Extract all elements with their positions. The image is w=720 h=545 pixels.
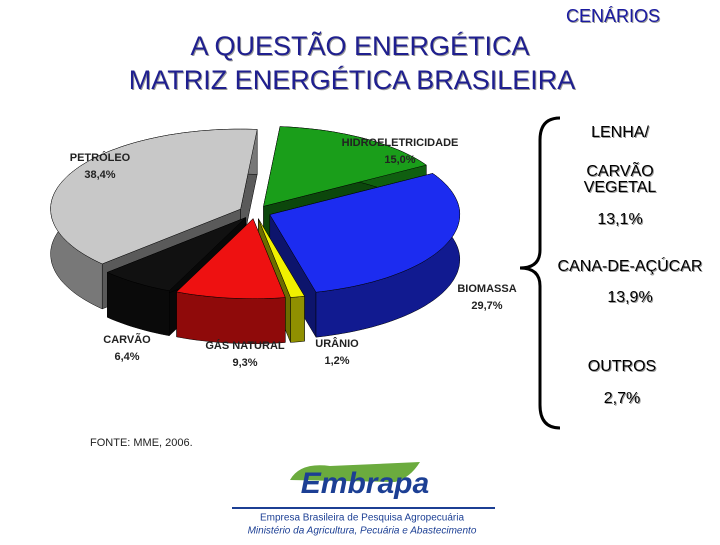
section-label: CENÁRIOS xyxy=(566,6,660,26)
slice-value-label: 29,7% xyxy=(471,300,502,312)
slice-label: URÂNIO xyxy=(315,337,359,350)
slice xyxy=(263,126,427,207)
source: FONTE: MME, 2006. xyxy=(90,437,193,449)
subtitle: MATRIZ ENERGÉTICA BRASILEIRA xyxy=(129,65,576,95)
logo: Embrapa xyxy=(301,467,429,500)
pie-chart xyxy=(50,126,461,344)
breakdown-name: LENHA/ xyxy=(591,124,649,141)
slice-value-label: 15,0% xyxy=(384,154,415,166)
slice-label: PETRÓLEO xyxy=(70,151,131,164)
brace xyxy=(519,116,561,430)
footer-line: Empresa Brasileira de Pesquisa Agropecuá… xyxy=(260,513,464,524)
logo-shape xyxy=(290,462,420,482)
breakdown-name: VEGETAL xyxy=(584,179,657,196)
footer-line: Ministério da Agricultura, Pecuária e Ab… xyxy=(248,526,477,537)
breakdown-name: CARVÃO xyxy=(586,160,653,180)
slice xyxy=(50,128,258,265)
title: A QUESTÃO ENERGÉTICA xyxy=(190,30,529,61)
slice-wall xyxy=(290,295,305,343)
breakdown-name: CANA-DE-AÇÚCAR xyxy=(558,256,703,275)
breakdown-name: OUTROS xyxy=(588,358,656,375)
slice-label: GÁS NATURAL xyxy=(205,339,285,352)
slice xyxy=(258,218,305,298)
slice-value-label: 38,4% xyxy=(84,169,115,181)
slice-value-label: 6,4% xyxy=(114,351,139,363)
slice-wall xyxy=(176,291,286,344)
slice xyxy=(106,217,246,291)
slice-label: CARVÃO xyxy=(103,333,151,346)
slice xyxy=(269,173,461,293)
breakdown-value: 2,7% xyxy=(604,390,640,407)
slice-value-label: 1,2% xyxy=(324,355,349,367)
breakdown-value: 13,9% xyxy=(607,289,652,306)
breakdown-value: 13,1% xyxy=(597,211,642,228)
slice-label: BIOMASSA xyxy=(457,283,516,295)
slice-value-label: 9,3% xyxy=(232,357,257,369)
slice xyxy=(176,218,286,299)
slice-label: HIDROELETRICIDADE xyxy=(342,137,459,149)
